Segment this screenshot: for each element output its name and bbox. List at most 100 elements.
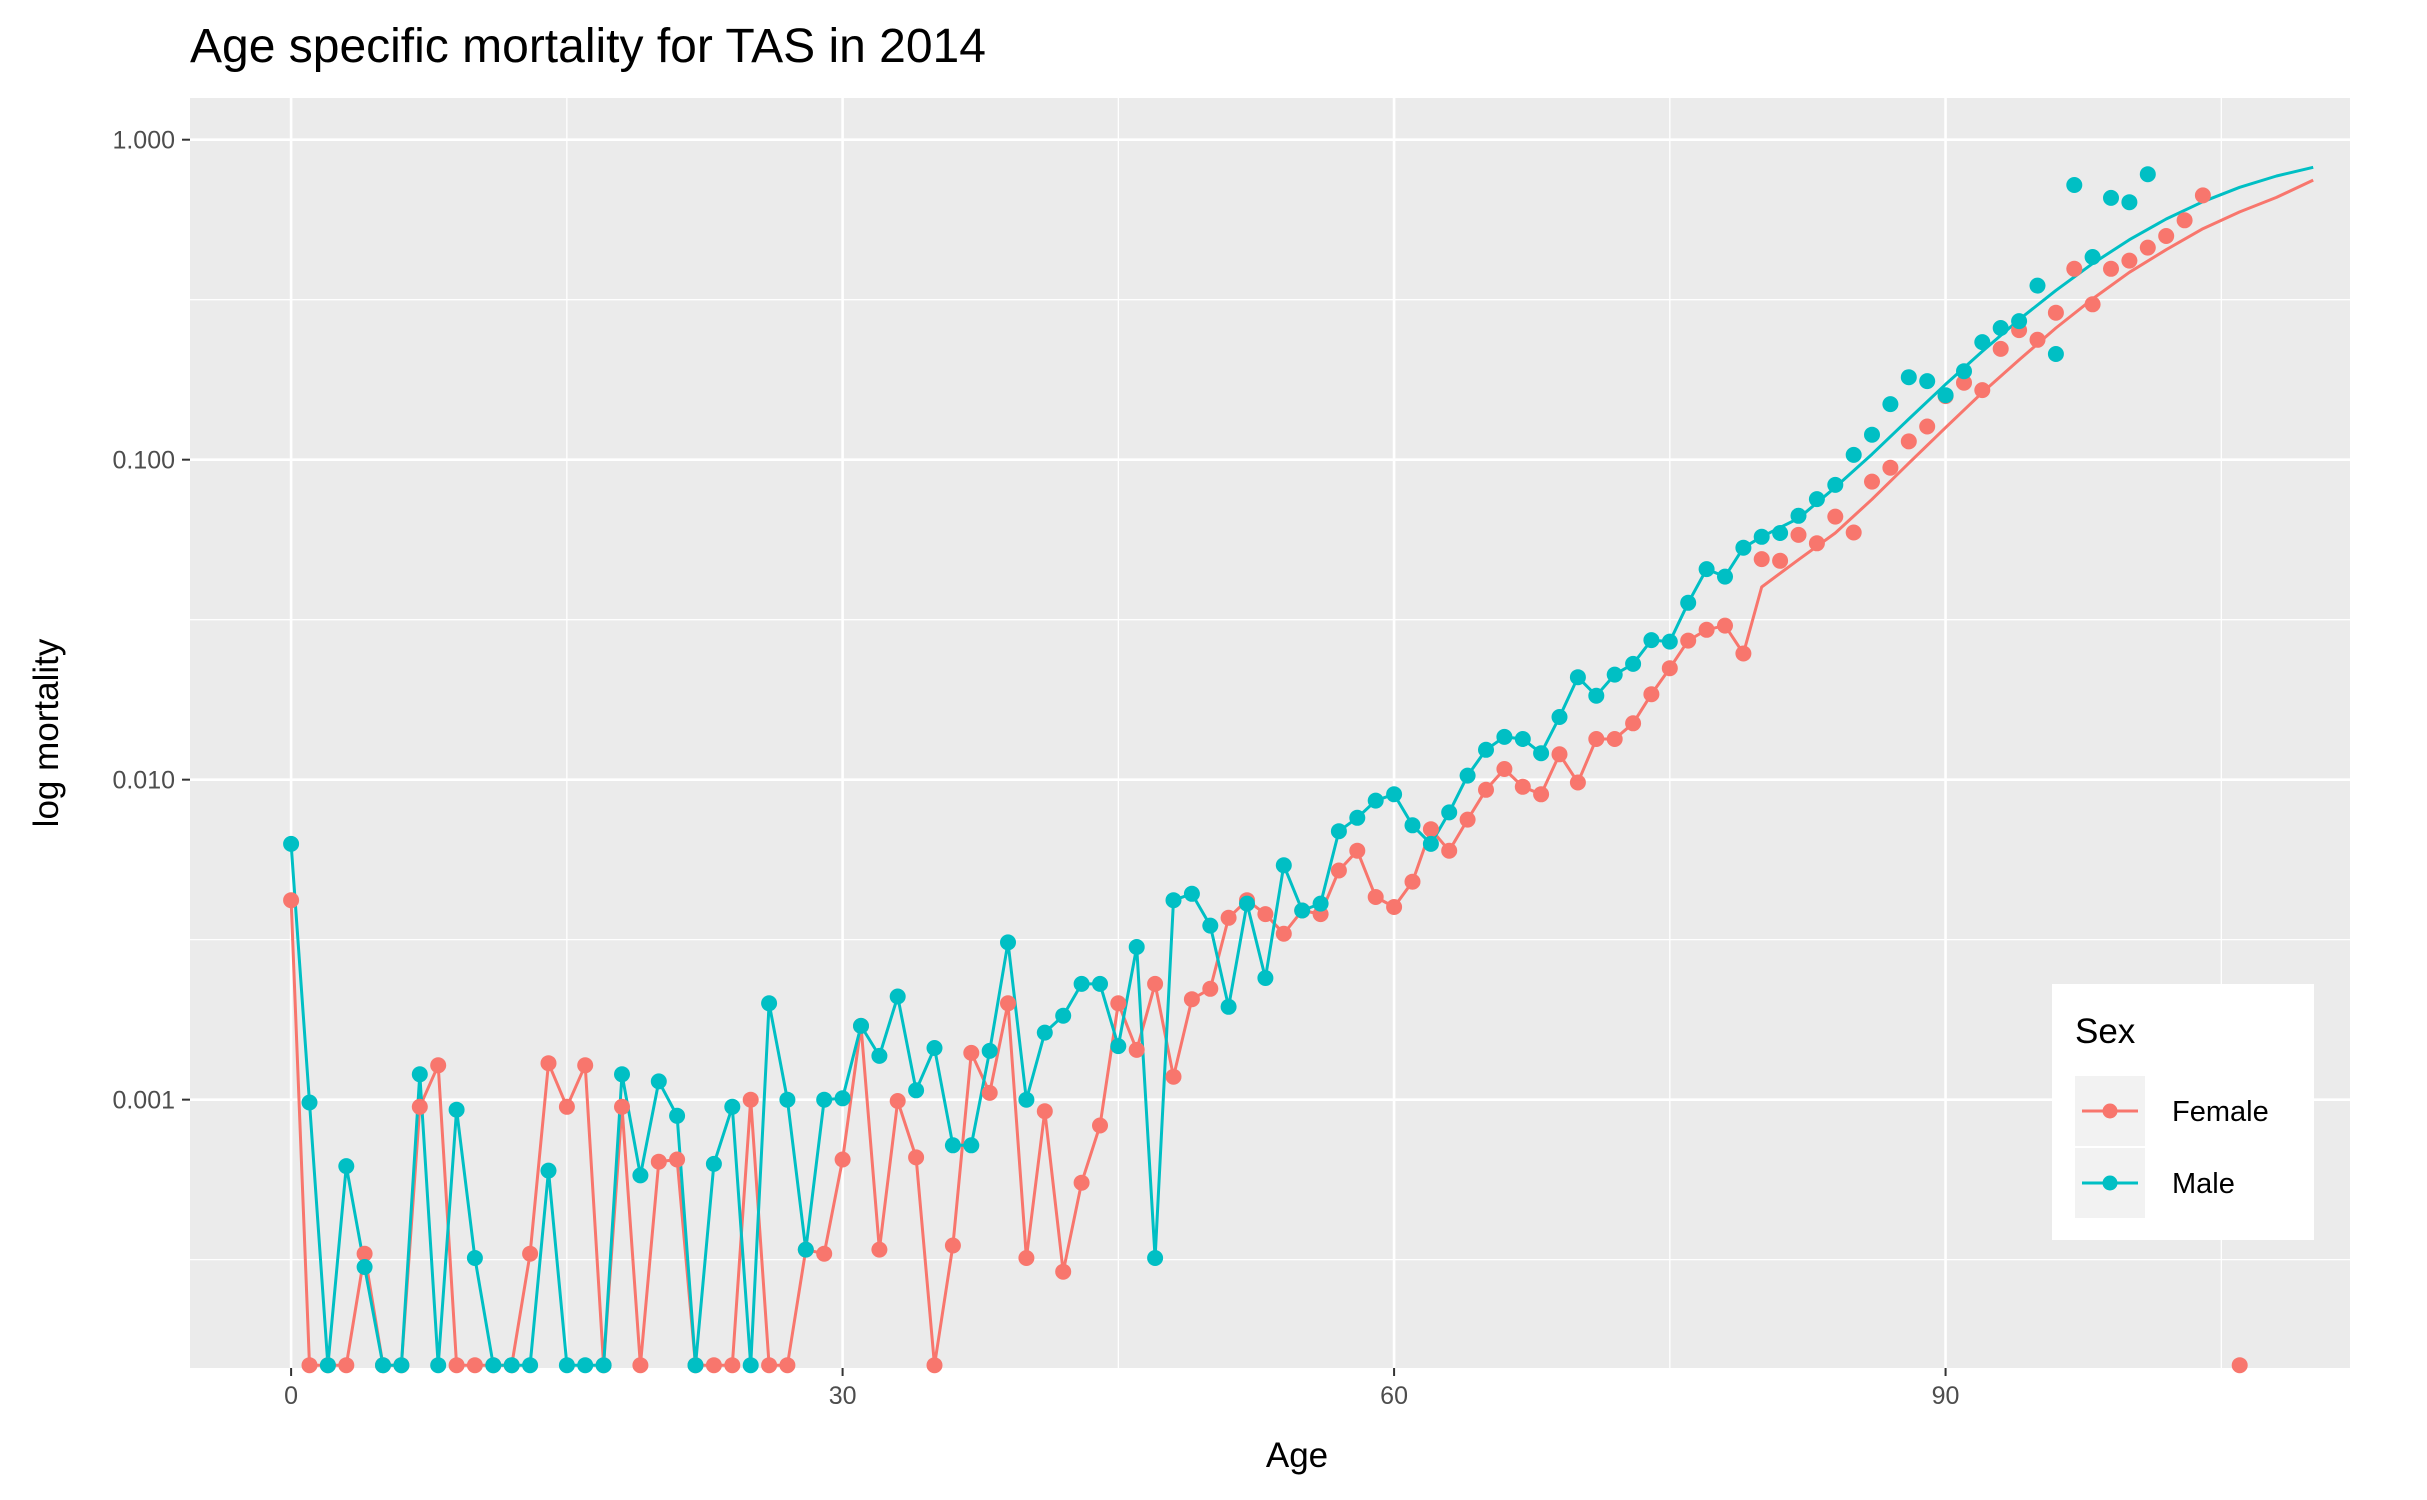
- data-point-male: [650, 1073, 667, 1090]
- data-point-female: [2158, 228, 2175, 244]
- data-point-female: [1036, 1103, 1053, 1120]
- data-point-male: [1220, 998, 1237, 1015]
- data-point-male: [944, 1137, 961, 1154]
- axis-ticks: [182, 138, 1947, 1376]
- data-point-male: [1533, 745, 1550, 762]
- data-point-male: [1698, 561, 1715, 578]
- data-point-male: [1919, 373, 1936, 390]
- data-point-male: [448, 1101, 465, 1118]
- data-point-male: [2139, 166, 2156, 183]
- data-point-female: [1183, 991, 1200, 1008]
- data-point-male: [889, 988, 906, 1005]
- data-point-female: [1000, 995, 1016, 1012]
- data-point-male: [761, 995, 778, 1012]
- data-point-male: [540, 1162, 557, 1179]
- data-point-female: [1128, 1041, 1145, 1058]
- data-point-female: [1882, 459, 1899, 476]
- data-point-male: [1275, 857, 1292, 874]
- data-point-male: [1330, 823, 1347, 840]
- data-point-male: [1128, 939, 1145, 955]
- data-point-male: [1808, 491, 1825, 508]
- data-point-female: [1073, 1174, 1090, 1191]
- data-point-female: [834, 1151, 851, 1168]
- data-point-female: [1735, 645, 1752, 662]
- data-point-male: [1496, 728, 1513, 745]
- data-point-male: [393, 1357, 410, 1374]
- data-point-male: [1900, 369, 1917, 386]
- data-point-female: [1956, 374, 1972, 391]
- data-point-male: [522, 1357, 539, 1374]
- data-point-female: [1827, 508, 1844, 525]
- data-point-female: [2176, 212, 2193, 229]
- data-point-female: [356, 1245, 373, 1262]
- data-point-male: [614, 1066, 630, 1083]
- data-point-female: [1790, 526, 1807, 543]
- data-point-female: [522, 1245, 539, 1262]
- data-point-female: [1661, 660, 1678, 677]
- legend-key-male-point: [2102, 1175, 2118, 1191]
- data-point-male: [1404, 817, 1421, 834]
- data-point-male: [503, 1357, 520, 1374]
- data-point-female: [1404, 873, 1421, 890]
- data-point-female: [2047, 304, 2064, 321]
- data-point-male: [1772, 525, 1789, 541]
- data-point-female: [724, 1357, 741, 1374]
- data-point-female: [338, 1357, 355, 1374]
- data-point-female: [1220, 909, 1237, 926]
- data-point-female: [1386, 899, 1403, 915]
- data-point-male: [430, 1357, 447, 1374]
- data-point-female: [963, 1044, 980, 1061]
- data-point-male: [1882, 396, 1899, 413]
- data-point-female: [816, 1245, 833, 1262]
- y-tick-label: 1.000: [112, 127, 175, 155]
- data-point-male: [595, 1357, 612, 1374]
- data-point-male: [1441, 804, 1458, 821]
- data-point-female: [1422, 821, 1439, 838]
- data-point-female: [1588, 731, 1605, 747]
- data-point-female: [283, 892, 300, 909]
- data-point-female: [558, 1098, 575, 1115]
- data-point-male: [816, 1091, 833, 1108]
- data-point-female: [1864, 473, 1880, 490]
- data-point-male: [338, 1158, 355, 1175]
- data-point-male: [1625, 655, 1642, 672]
- data-point-male: [283, 835, 300, 852]
- data-point-female: [871, 1241, 888, 1258]
- data-point-female: [705, 1357, 722, 1374]
- data-point-female: [1275, 925, 1292, 942]
- data-point-male: [687, 1357, 704, 1374]
- data-point-female: [944, 1237, 961, 1254]
- data-point-male: [797, 1241, 814, 1258]
- data-point-male: [871, 1047, 888, 1064]
- data-point-male: [705, 1155, 722, 1172]
- data-point-male: [632, 1167, 649, 1184]
- data-point-male: [1845, 446, 1862, 463]
- data-point-male: [1680, 594, 1697, 611]
- data-point-male: [1551, 709, 1568, 725]
- data-point-female: [1330, 862, 1347, 879]
- data-point-male: [1349, 809, 1366, 826]
- data-point-female: [1845, 524, 1862, 541]
- data-point-male: [1239, 895, 1255, 912]
- data-point-female: [1643, 686, 1660, 703]
- data-point-female: [1514, 778, 1531, 795]
- data-point-female: [1680, 632, 1697, 649]
- data-point-female: [1110, 995, 1127, 1012]
- data-point-male: [411, 1066, 428, 1083]
- data-point-male: [724, 1098, 741, 1115]
- data-point-female: [577, 1057, 594, 1074]
- plot-panel: [190, 98, 2350, 1368]
- data-point-female: [2139, 239, 2156, 256]
- data-point-male: [2084, 249, 2101, 265]
- data-point-female: [448, 1357, 465, 1374]
- data-point-male: [1606, 666, 1623, 683]
- data-point-female: [1367, 889, 1384, 905]
- data-point-male: [1092, 975, 1108, 992]
- data-point-male: [1717, 568, 1733, 585]
- data-point-male: [1956, 363, 1972, 380]
- data-point-male: [1478, 741, 1494, 758]
- data-point-female: [1496, 761, 1513, 777]
- data-point-male: [1459, 767, 1476, 784]
- x-tick-label: 90: [1932, 1382, 1960, 1410]
